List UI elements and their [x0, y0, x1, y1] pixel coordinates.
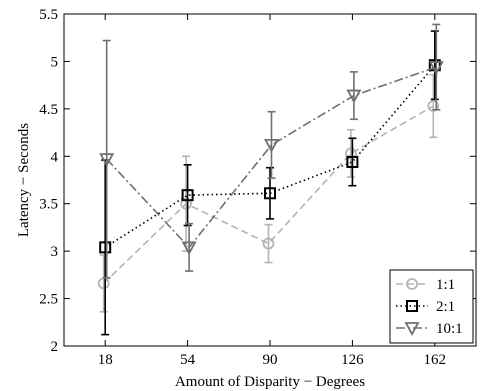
- legend-label: 10:1: [436, 321, 463, 337]
- y-tick-label: 4.5: [39, 102, 58, 118]
- data-point: [346, 155, 359, 168]
- data-point: [264, 187, 276, 200]
- data-point: [181, 189, 194, 202]
- x-tick-label: 90: [263, 352, 278, 368]
- legend: 1:1 2:1 10:1: [389, 269, 474, 344]
- series-line: [106, 66, 437, 249]
- y-tick-label: 2.5: [39, 292, 58, 308]
- data-point: [344, 147, 357, 160]
- data-point: [346, 89, 362, 104]
- data-point: [428, 61, 444, 75]
- data-point: [427, 100, 440, 112]
- x-tick-label: 126: [341, 352, 364, 368]
- axis-ticks: 18 54 90 126 162 2 2.5 3 3.5 4 4.5 5 5.5: [39, 7, 476, 368]
- legend-box: [389, 269, 474, 344]
- legend-marker: [406, 278, 418, 290]
- series-2: [99, 23, 444, 279]
- data-point: [262, 237, 275, 250]
- series-0: [97, 73, 440, 313]
- data-point: [180, 197, 193, 210]
- y-tick-label: 2: [51, 339, 59, 355]
- x-tick-label: 18: [98, 352, 113, 368]
- x-axis-label: Amount of Disparity − Degrees: [175, 374, 365, 390]
- series-layer: [97, 23, 444, 336]
- y-tick-label: 5: [51, 54, 59, 70]
- data-point: [181, 241, 197, 256]
- legend-marker: [406, 300, 418, 312]
- y-tick-label: 5.5: [39, 7, 58, 23]
- y-tick-label: 3: [51, 244, 59, 260]
- data-point: [99, 153, 115, 168]
- y-tick-label: 4: [51, 149, 59, 165]
- data-point: [263, 139, 280, 153]
- x-tick-label: 54: [180, 352, 196, 368]
- legend-label: 1:1: [436, 277, 455, 293]
- legend-label: 2:1: [436, 299, 455, 315]
- y-axis-label: Latency − Seconds: [16, 123, 32, 237]
- x-tick-label: 162: [424, 352, 447, 368]
- y-tick-label: 3.5: [39, 197, 58, 213]
- data-point: [99, 241, 112, 254]
- legend-marker: [404, 322, 420, 336]
